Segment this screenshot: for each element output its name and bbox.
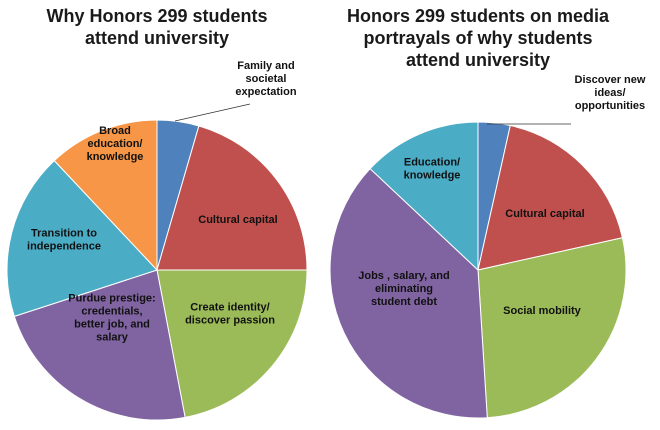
slice-label-line: Create identity/	[190, 302, 269, 314]
pie-slice	[369, 121, 479, 272]
slice-label: Jobs , salary, and eliminating student deb…	[358, 270, 450, 308]
slice-label-line: knowledge	[404, 170, 461, 182]
pie-slice	[156, 269, 308, 418]
pie-slice	[477, 124, 624, 271]
slice-label-line: better job, and	[74, 319, 150, 331]
slice-label-line: societal	[246, 73, 287, 85]
slice-label-line: discover passion	[185, 315, 275, 327]
slice-label-line: Transition to	[31, 228, 97, 240]
chart-title-line: portrayals of why students	[363, 28, 592, 48]
slice-label-line: Cultural capital	[505, 208, 584, 220]
slice-label-line: knowledge	[87, 151, 144, 163]
slice-label: Purdue prestige: credentials, better job, …	[68, 293, 155, 344]
pie-slice	[13, 269, 186, 421]
slice-label: Cultural capital	[505, 208, 584, 220]
slice-label-line: Social mobility	[503, 305, 582, 317]
pie-slice	[156, 125, 308, 271]
slice-label: Education/knowledge	[404, 157, 461, 182]
chart-title: Why Honors 299 students attend university	[46, 6, 267, 48]
pie-slice	[6, 159, 158, 317]
slice-label-line: Broad	[99, 125, 131, 137]
slice-label-line: credentials,	[81, 306, 142, 318]
chart-title: Honors 299 students on media portrayals o…	[347, 6, 610, 70]
chart-media-portrayals: Honors 299 students on media portrayals o…	[329, 6, 646, 419]
slice-label-line: salary	[96, 332, 129, 344]
slice-label-line: student debt	[371, 296, 437, 308]
slice-label: Transition to independence	[27, 228, 101, 253]
slice-label: Social mobility	[503, 305, 582, 317]
slice-label-line: Discover new	[575, 74, 646, 86]
pie-slice	[53, 119, 158, 272]
chart-title-line: Why Honors 299 students	[46, 6, 267, 26]
slice-label: Discover new ideas/opportunities	[575, 74, 646, 112]
slice-label-line: opportunities	[575, 100, 645, 112]
slice-label-line: ideas/	[594, 87, 625, 99]
pie-slice	[329, 167, 488, 419]
pie-slice	[477, 237, 627, 419]
slice-label-line: Education/	[404, 157, 460, 169]
chart-title-line: attend university	[85, 28, 229, 48]
chart-why-students-attend: Why Honors 299 students attend university…	[6, 6, 308, 421]
slice-label: Create identity/discover passion	[185, 302, 275, 327]
chart-title-line: Honors 299 students on media	[347, 6, 610, 26]
slice-label-line: independence	[27, 241, 101, 253]
slice-label-line: Purdue prestige:	[68, 293, 155, 305]
slice-label-line: eliminating	[375, 283, 433, 295]
slice-label-line: Jobs , salary, and	[358, 270, 450, 282]
slice-label-line: Family and	[237, 60, 294, 72]
chart-title-line: attend university	[406, 50, 550, 70]
slice-label-line: expectation	[235, 86, 296, 98]
leader-line	[174, 103, 251, 122]
slice-label: Cultural capital	[198, 214, 277, 226]
slice-label: Family and societal expectation	[235, 60, 296, 98]
slice-label-line: Cultural capital	[198, 214, 277, 226]
slice-label: Broad education/knowledge	[87, 125, 144, 163]
slice-label-line: education/	[87, 138, 142, 150]
